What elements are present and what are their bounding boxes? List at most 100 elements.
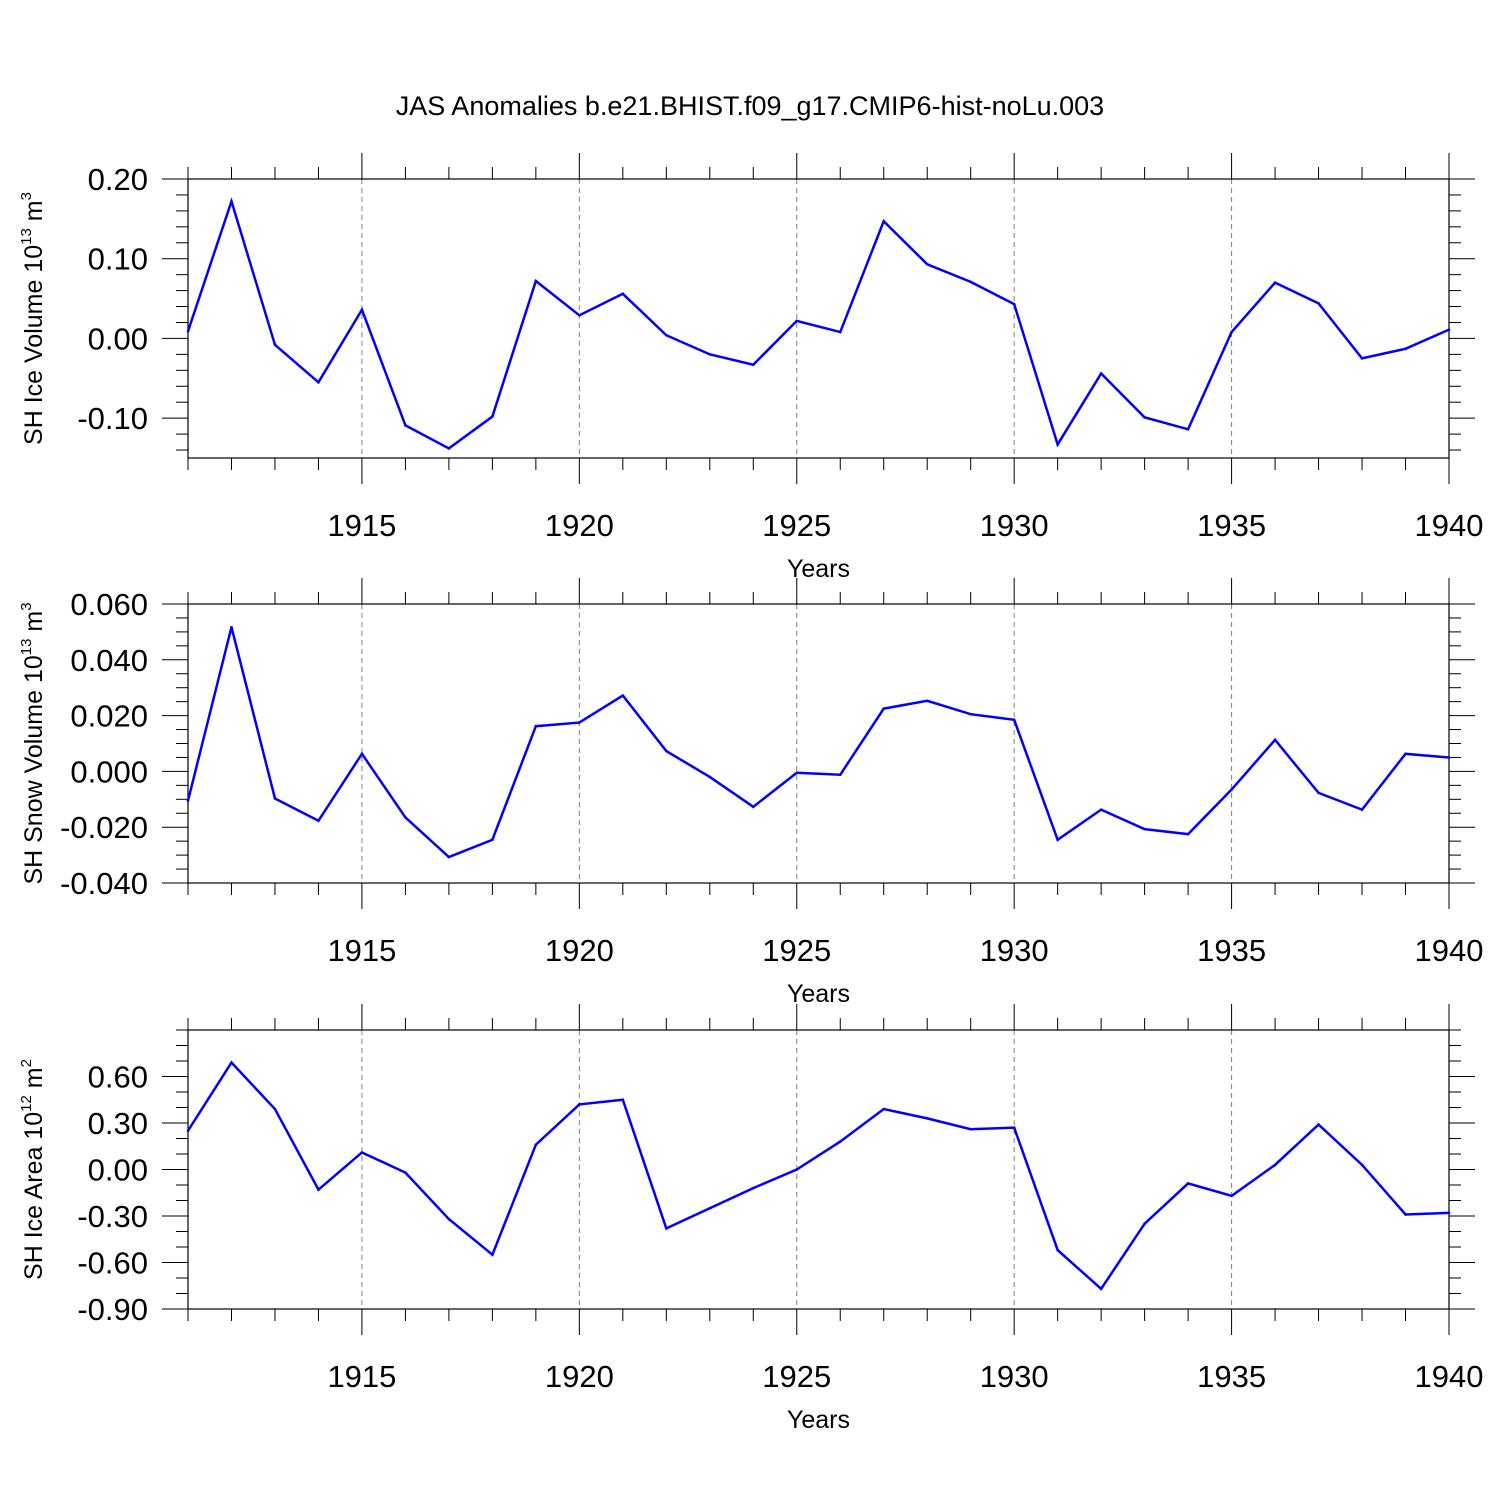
- series-line: [186, 1060, 1450, 1291]
- data-point: [1186, 832, 1190, 836]
- chart-title: JAS Anomalies b.e21.BHIST.f09_g17.CMIP6-…: [396, 91, 1104, 121]
- plot-frame: [187, 1029, 1450, 1310]
- y-axis-title: SH Ice Volume 1013 m3: [18, 192, 48, 445]
- data-point: [838, 773, 842, 777]
- x-tick-label: 1930: [980, 508, 1049, 543]
- data-point: [969, 712, 972, 716]
- data-point: [317, 819, 320, 823]
- data-point: [665, 749, 668, 753]
- x-tick-label: 1920: [545, 1359, 614, 1394]
- data-point: [621, 694, 625, 697]
- data-point: [925, 699, 929, 703]
- data-point: [1186, 1182, 1190, 1185]
- x-tick-label: 1930: [980, 933, 1049, 968]
- y-tick-label: 0.30: [88, 1106, 148, 1141]
- x-tick-label: 1935: [1197, 933, 1266, 968]
- data-point: [838, 1140, 842, 1143]
- x-tick-label: 1920: [545, 933, 614, 968]
- y-tick-label: -0.90: [77, 1292, 148, 1327]
- data-point: [882, 707, 886, 710]
- y-tick-label: 0.00: [88, 1153, 148, 1188]
- plot-frame: [187, 178, 1450, 459]
- data-point: [404, 424, 407, 427]
- data-point: [1012, 718, 1016, 722]
- data-point: [1056, 443, 1059, 446]
- data-point: [578, 721, 581, 724]
- data-point: [1230, 1194, 1233, 1198]
- data-point: [447, 1217, 451, 1221]
- data-point: [1317, 302, 1320, 305]
- data-point: [1404, 752, 1407, 756]
- x-axis-title: Years: [787, 980, 850, 1008]
- data-point: [1404, 1213, 1407, 1216]
- x-tick-label: 1915: [327, 933, 396, 968]
- data-point: [795, 1168, 799, 1171]
- data-point: [1143, 1222, 1146, 1226]
- data-point: [751, 363, 755, 367]
- data-point: [1186, 428, 1190, 431]
- data-point: [665, 1227, 668, 1230]
- data-point: [1447, 1211, 1451, 1215]
- data-point: [491, 415, 494, 418]
- data-point: [230, 1061, 233, 1064]
- data-point: [447, 447, 451, 450]
- y-tick-label: -0.60: [77, 1246, 148, 1281]
- y-tick-label: 0.060: [70, 587, 148, 622]
- x-tick-label: 1940: [1415, 933, 1484, 968]
- data-point: [1230, 788, 1233, 791]
- data-point: [273, 1107, 277, 1111]
- x-tick-label: 1915: [327, 1359, 396, 1394]
- y-tick-label: -0.30: [77, 1199, 148, 1234]
- data-point: [1012, 1126, 1016, 1129]
- data-point: [360, 1151, 364, 1154]
- data-point: [491, 1253, 494, 1257]
- x-tick-label: 1940: [1415, 1359, 1484, 1394]
- data-point: [1099, 808, 1103, 811]
- panel-3: -0.90 -0.60 -0.30 0.00 0.30 0.60 1915 1920 1925 1…: [18, 1004, 1483, 1434]
- panel-1: -0.10 0.00 0.10 0.20 1915 1920 1925 1930 1935 194…: [18, 153, 1483, 583]
- data-point: [1273, 1163, 1277, 1167]
- y-axis-title: SH Ice Area 1012 m2: [18, 1059, 48, 1280]
- x-tick-label: 1925: [762, 1359, 831, 1394]
- data-point: [404, 816, 407, 819]
- data-point: [273, 797, 277, 800]
- plot-frame: [187, 603, 1450, 884]
- data-point: [665, 333, 668, 337]
- data-point: [230, 625, 233, 629]
- data-point: [447, 855, 451, 859]
- data-point: [404, 1171, 407, 1174]
- y-tick-label: 0.040: [70, 643, 148, 678]
- data-point: [1273, 281, 1277, 284]
- y-tick-label: -0.020: [60, 810, 148, 845]
- data-point: [230, 200, 233, 203]
- data-point: [882, 1107, 886, 1111]
- data-point: [491, 838, 494, 842]
- data-point: [969, 1127, 972, 1131]
- panel-2: -0.040 -0.020 0.000 0.020 0.040 0.060 1915 1920…: [18, 578, 1483, 1008]
- data-point: [1012, 302, 1016, 306]
- data-point: [1317, 1123, 1320, 1126]
- data-point: [1447, 328, 1451, 331]
- data-point: [795, 771, 799, 775]
- data-point: [1404, 347, 1407, 351]
- data-point: [1317, 791, 1320, 795]
- x-tick-label: 1920: [545, 508, 614, 543]
- data-point: [925, 262, 929, 266]
- y-tick-label: -0.10: [77, 401, 148, 436]
- x-axis-title: Years: [787, 1406, 850, 1434]
- data-point: [708, 775, 712, 779]
- data-point: [1056, 1248, 1059, 1252]
- y-tick-label: -0.040: [60, 866, 148, 901]
- series-line: [186, 197, 1450, 450]
- data-point: [1143, 827, 1146, 831]
- data-point: [969, 280, 972, 284]
- data-point: [186, 329, 190, 333]
- y-tick-label: 0.10: [88, 242, 148, 277]
- data-point: [708, 353, 712, 356]
- data-point: [578, 314, 581, 317]
- data-point: [186, 1129, 190, 1133]
- y-axis-title: SH Snow Volume 1013 m3: [18, 602, 48, 884]
- y-tick-label: 0.60: [88, 1060, 148, 1095]
- x-axis-title: Years: [787, 555, 850, 583]
- data-point: [751, 1186, 755, 1190]
